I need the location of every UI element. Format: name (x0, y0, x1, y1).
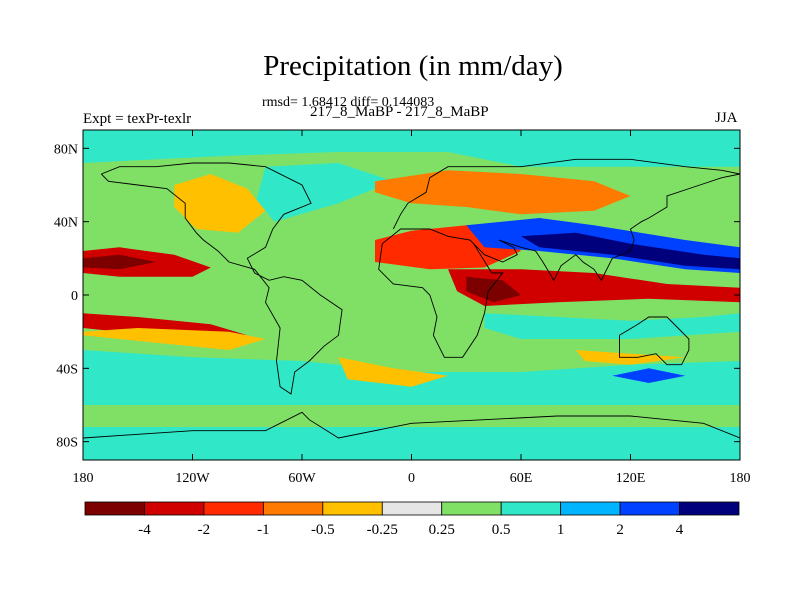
colorbar-swatch (84, 501, 145, 516)
colorbar-swatch (144, 501, 205, 516)
coastline-layer (83, 158, 740, 439)
x-tick-label: 60E (510, 471, 533, 486)
region-indian-ocean-red (448, 269, 740, 306)
x-axis: 180 120W 60W 0 60E 120E 180 (73, 130, 751, 486)
region-pacific-itcz-north-core (83, 254, 156, 270)
y-axis: 80N 40N 0 40S 80S (54, 142, 740, 451)
colorbar-swatch (500, 501, 562, 516)
colorbar-label: -0.25 (367, 522, 398, 538)
region-pacific-south-orange (83, 328, 266, 350)
y-tick-label: 0 (71, 289, 78, 304)
x-tick-label: 0 (408, 471, 415, 486)
x-tick-label: 60W (288, 471, 316, 486)
region-north-atlantic (256, 163, 394, 222)
y-tick-label: 40S (56, 362, 78, 377)
x-tick-label: 120E (616, 471, 646, 486)
colorbar-label: 4 (676, 522, 684, 538)
coastline-1 (100, 162, 343, 395)
colorbar-label: -0.5 (311, 522, 335, 538)
colorbar-swatch (203, 501, 264, 516)
region-south-ocean-blue (612, 368, 686, 383)
colorbar-label: -2 (198, 522, 211, 538)
colorbar-label: 1 (557, 522, 565, 538)
season-label: JJA (715, 110, 738, 126)
coastline-6 (83, 411, 740, 439)
region-indian-ocean-dark (466, 276, 521, 303)
colorbar-label: 2 (616, 522, 624, 538)
stats-line: rmsd= 1.68412 diff= 0.144083 (262, 95, 435, 110)
region-eurasia-dry (375, 170, 631, 215)
colorbar-label: 0.5 (492, 522, 511, 538)
colorbar-swatch (262, 501, 324, 516)
colorbar: -4 -2 -1 -0.5 -0.25 0.25 0.5 1 2 4 (84, 501, 740, 538)
colorbar-swatch (679, 501, 740, 516)
x-tick-label: 180 (73, 471, 94, 486)
region-arctic-band (83, 130, 740, 167)
coastline-4 (473, 173, 740, 282)
colorbar-swatch (322, 501, 383, 516)
colorbar-swatch (619, 501, 680, 516)
region-south-atlantic-orange (338, 357, 448, 387)
colorbar-swatch (441, 501, 502, 516)
colorbar-swatch (381, 501, 443, 516)
region-south-indian-cyan (484, 313, 740, 339)
experiment-label: Expt = texPr-texlr (83, 111, 192, 127)
map-title: Precipitation (in mm/day) (263, 50, 563, 82)
colorbar-label: -1 (257, 522, 270, 538)
colorbar-label: -4 (138, 522, 151, 538)
y-tick-label: 80N (54, 142, 78, 157)
coastline-3 (378, 228, 504, 358)
y-tick-label: 40N (54, 216, 78, 231)
coastline-5 (619, 316, 690, 366)
colorbar-swatch (560, 501, 621, 516)
coastline-2 (392, 158, 740, 230)
x-tick-label: 120W (175, 471, 210, 486)
map-subtitle: 217_8_MaBP - 217_8_MaBP (310, 104, 489, 120)
field-layer (83, 130, 740, 460)
x-tick-label: 180 (730, 471, 751, 486)
region-southern-ocean-green (83, 405, 740, 427)
y-tick-label: 80S (56, 436, 78, 451)
colorbar-label: 0.25 (429, 522, 455, 538)
region-antarctic-cyan (83, 427, 740, 460)
region-north-america-dry (174, 174, 266, 233)
